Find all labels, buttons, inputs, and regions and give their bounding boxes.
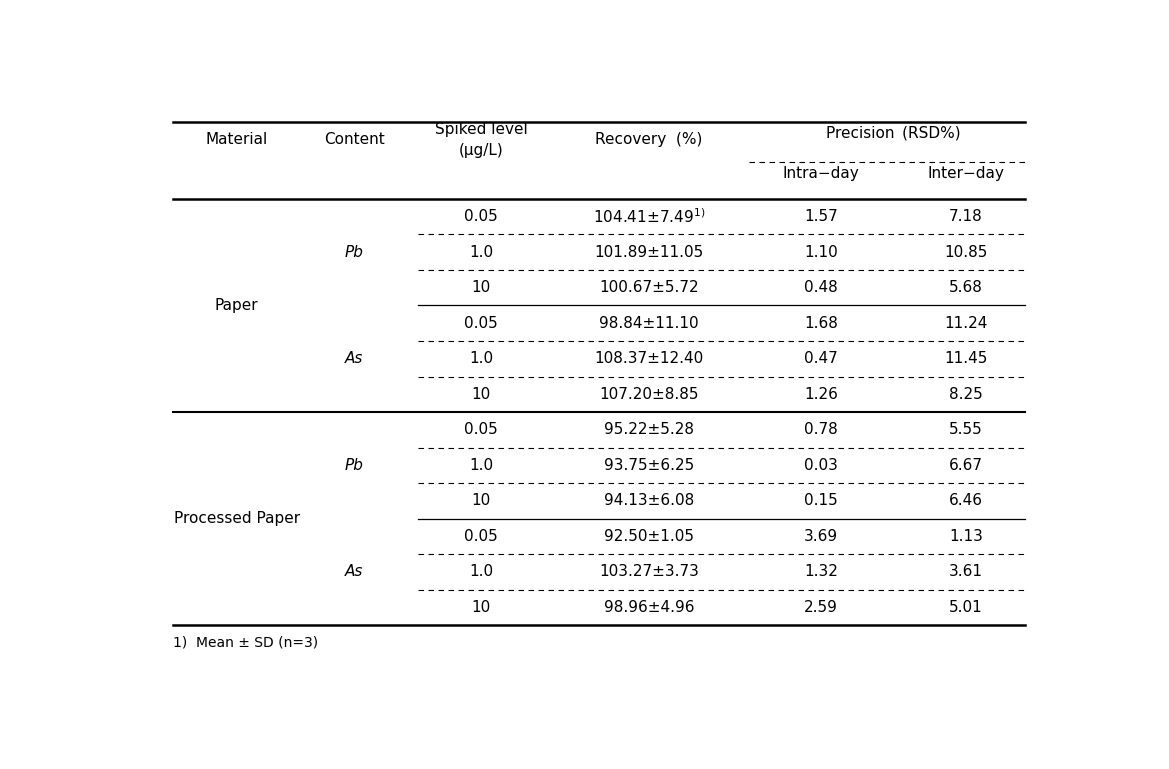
- Text: 11.24: 11.24: [945, 316, 988, 331]
- Text: As: As: [345, 564, 364, 579]
- Text: 93.75±6.25: 93.75±6.25: [604, 458, 694, 473]
- Text: 1.26: 1.26: [804, 387, 838, 401]
- Text: 5.01: 5.01: [949, 600, 983, 615]
- Text: 104.41±7.49$^{1)}$: 104.41±7.49$^{1)}$: [593, 208, 705, 226]
- Text: 1.57: 1.57: [804, 209, 838, 224]
- Text: 1.13: 1.13: [949, 529, 983, 544]
- Text: Pb: Pb: [345, 458, 364, 473]
- Text: 1.10: 1.10: [804, 245, 838, 260]
- Text: 5.55: 5.55: [949, 422, 983, 438]
- Text: 100.67±5.72: 100.67±5.72: [600, 280, 699, 295]
- Text: As: As: [345, 351, 364, 366]
- Text: Recovery  (%): Recovery (%): [595, 132, 703, 147]
- Text: 108.37±12.40: 108.37±12.40: [594, 351, 704, 366]
- Text: Material: Material: [206, 132, 268, 147]
- Text: 3.69: 3.69: [804, 529, 838, 544]
- Text: 0.48: 0.48: [804, 280, 838, 295]
- Text: 1.32: 1.32: [804, 564, 838, 579]
- Text: 107.20±8.85: 107.20±8.85: [600, 387, 699, 401]
- Text: Inter−day: Inter−day: [927, 167, 1004, 181]
- Text: Paper: Paper: [215, 298, 258, 313]
- Text: 95.22±5.28: 95.22±5.28: [604, 422, 694, 438]
- Text: 98.96±4.96: 98.96±4.96: [603, 600, 694, 615]
- Text: 0.03: 0.03: [804, 458, 838, 473]
- Text: 6.67: 6.67: [949, 458, 983, 473]
- Text: 92.50±1.05: 92.50±1.05: [604, 529, 694, 544]
- Text: 10.85: 10.85: [945, 245, 988, 260]
- Text: 1.0: 1.0: [469, 458, 493, 473]
- Text: 11.45: 11.45: [945, 351, 988, 366]
- Text: 0.15: 0.15: [804, 494, 838, 508]
- Text: 0.05: 0.05: [464, 422, 498, 438]
- Text: 1.0: 1.0: [469, 351, 493, 366]
- Text: Spiked level
(μg/L): Spiked level (μg/L): [435, 122, 527, 158]
- Text: 101.89±11.05: 101.89±11.05: [594, 245, 704, 260]
- Text: 0.47: 0.47: [804, 351, 838, 366]
- Text: 103.27±3.73: 103.27±3.73: [599, 564, 699, 579]
- Text: 1.0: 1.0: [469, 245, 493, 260]
- Text: Pb: Pb: [345, 245, 364, 260]
- Text: 1.68: 1.68: [804, 316, 838, 331]
- Text: 2.59: 2.59: [804, 600, 838, 615]
- Text: 10: 10: [472, 494, 491, 508]
- Text: 94.13±6.08: 94.13±6.08: [604, 494, 694, 508]
- Text: 0.05: 0.05: [464, 209, 498, 224]
- Text: 1)  Mean ± SD (n=3): 1) Mean ± SD (n=3): [173, 636, 318, 650]
- Text: 0.05: 0.05: [464, 529, 498, 544]
- Text: 0.05: 0.05: [464, 316, 498, 331]
- Text: 0.78: 0.78: [804, 422, 838, 438]
- Text: Processed Paper: Processed Paper: [174, 511, 299, 526]
- Text: 5.68: 5.68: [949, 280, 983, 295]
- Text: 10: 10: [472, 280, 491, 295]
- Text: 10: 10: [472, 387, 491, 401]
- Text: 98.84±11.10: 98.84±11.10: [600, 316, 699, 331]
- Text: Content: Content: [324, 132, 385, 147]
- Text: Intra−day: Intra−day: [783, 167, 859, 181]
- Text: 8.25: 8.25: [949, 387, 983, 401]
- Text: 1.0: 1.0: [469, 564, 493, 579]
- Text: Precision (RSD%): Precision (RSD%): [826, 125, 961, 140]
- Text: 7.18: 7.18: [949, 209, 983, 224]
- Text: 3.61: 3.61: [949, 564, 983, 579]
- Text: 6.46: 6.46: [949, 494, 983, 508]
- Text: 10: 10: [472, 600, 491, 615]
